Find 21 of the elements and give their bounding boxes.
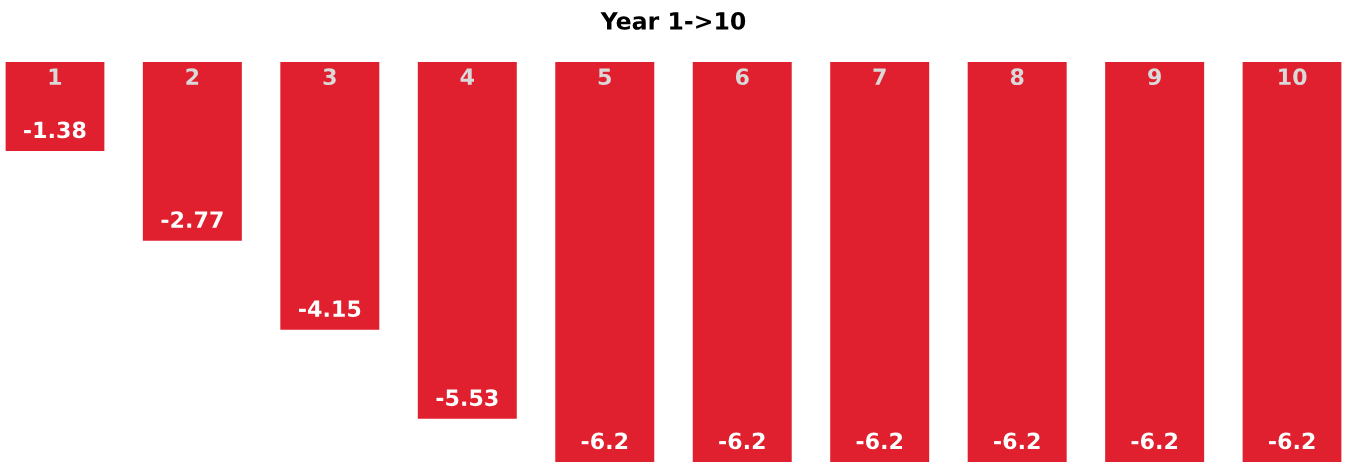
x-tick-label: 3 — [323, 68, 336, 86]
chart-title: Year 1->10 — [600, 11, 746, 30]
data-label: -6.2 — [994, 432, 1040, 450]
data-label: -5.53 — [436, 389, 498, 407]
x-tick-label: 6 — [735, 68, 749, 86]
x-tick-label: 1 — [49, 68, 62, 85]
x-tick-label: 4 — [460, 68, 474, 85]
x-tick-label: 10 — [1279, 68, 1307, 86]
data-label: -4.15 — [299, 300, 361, 318]
data-label: -1.38 — [24, 121, 86, 139]
data-label: -6.2 — [719, 432, 765, 450]
data-label: -6.2 — [581, 432, 628, 450]
x-tick-label: 5 — [598, 68, 611, 86]
x-tick-label: 2 — [186, 68, 199, 85]
x-tick-label: 7 — [873, 68, 886, 85]
data-label: -6.2 — [1131, 432, 1178, 450]
x-tick-label: 8 — [1010, 68, 1024, 86]
data-label: -2.77 — [161, 211, 223, 228]
data-label: -6.2 — [856, 432, 903, 450]
data-label: -6.2 — [1269, 432, 1315, 450]
x-tick-label: 9 — [1148, 68, 1161, 86]
